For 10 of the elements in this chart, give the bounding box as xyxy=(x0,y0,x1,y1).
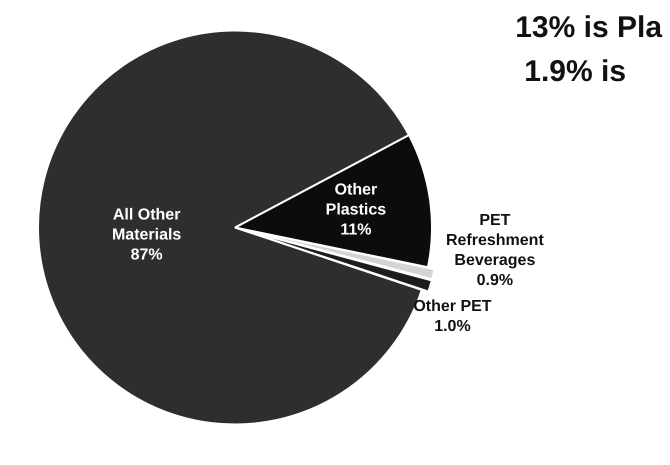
data-label: 0.9% xyxy=(476,272,514,290)
slice-label: Other PET xyxy=(413,298,492,316)
data-label: 11% xyxy=(340,222,372,239)
data-label: 1.0% xyxy=(434,318,471,336)
text: 1.9% is xyxy=(523,54,627,90)
slice-label: Other Plastics xyxy=(326,182,386,219)
data-label: 87% xyxy=(130,246,163,264)
slice-label: All Other Materials xyxy=(112,206,182,244)
slice-label: PET Refreshment Beverages xyxy=(446,212,544,270)
chart-title: 13% is Pla xyxy=(515,10,662,46)
